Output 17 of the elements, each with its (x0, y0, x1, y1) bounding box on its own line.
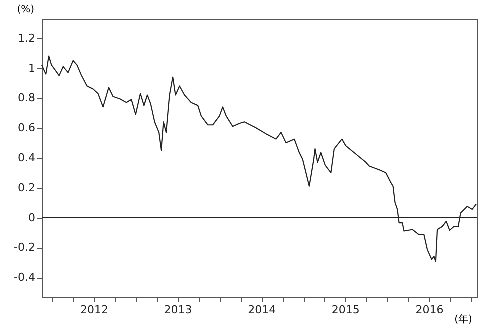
line-series (41, 56, 477, 262)
x-tick-label: 2013 (164, 304, 192, 316)
y-tick-label: 1.2 (18, 32, 36, 45)
y-tick-label: 1 (28, 62, 36, 75)
y-tick-label: 0.2 (18, 181, 36, 194)
y-tick-label: 0.6 (18, 122, 36, 135)
x-tick-label: 2016 (416, 304, 444, 316)
x-tick-label: 2012 (80, 304, 108, 316)
x-axis-title: (年) (454, 314, 472, 326)
y-tick-label: -0.4 (14, 271, 36, 284)
y-tick-label: -0.2 (14, 241, 36, 254)
y-axis-title: (%) (17, 4, 35, 16)
x-tick-label: 2015 (332, 304, 360, 316)
x-tick-label: 2014 (248, 304, 276, 316)
y-tick-label: 0 (28, 211, 36, 224)
y-tick-label: 0.8 (18, 92, 36, 105)
y-tick-label: 0.4 (18, 152, 36, 164)
